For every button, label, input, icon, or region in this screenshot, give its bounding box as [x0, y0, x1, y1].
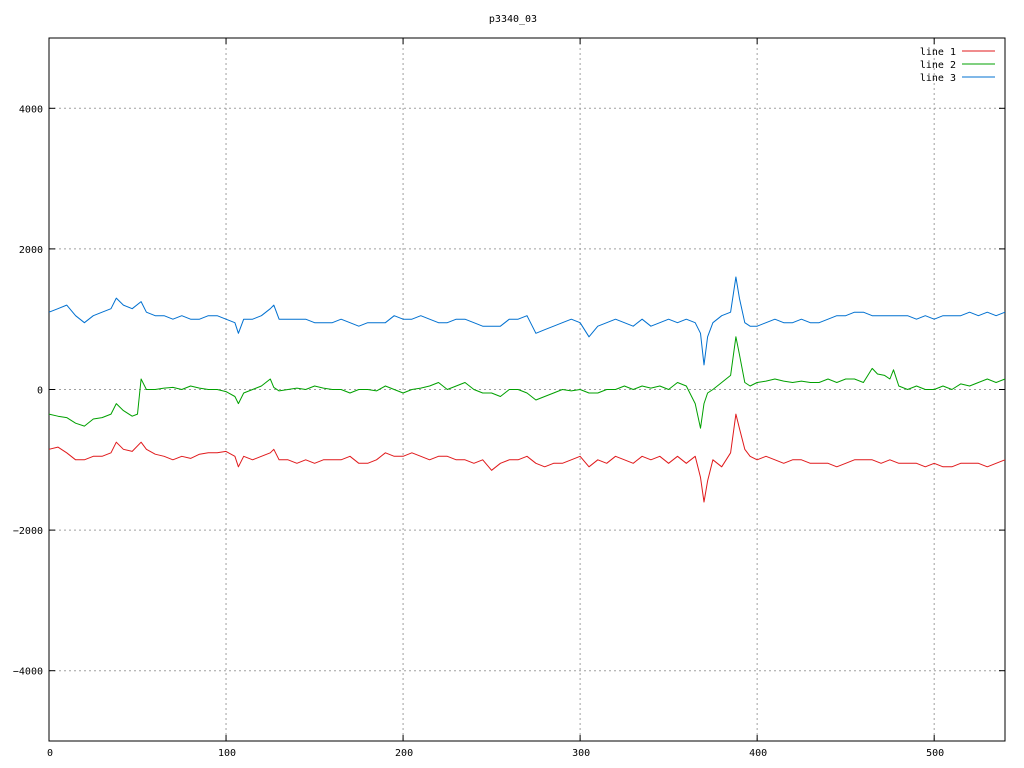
chart-title: p3340_03 [489, 14, 537, 25]
grid [49, 38, 1005, 741]
legend: line 1 line 2 line 3 [920, 47, 995, 84]
series-line-2 [48, 336, 1006, 429]
y-tick-label: −4000 [13, 667, 43, 678]
x-tick-label: 0 [47, 748, 53, 759]
x-tick-label: 400 [749, 748, 767, 759]
x-tick-label: 200 [395, 748, 413, 759]
y-tick-label: 4000 [19, 104, 43, 115]
legend-label-1: line 1 [920, 47, 956, 58]
plot-series [48, 276, 1006, 503]
legend-label-3: line 3 [920, 73, 956, 84]
y-tick-label: 0 [37, 386, 43, 397]
axes: 0 100 200 300 400 500 −4000 −2000 0 2000 4000 [13, 37, 1006, 759]
x-tick-label: 100 [218, 748, 236, 759]
legend-label-2: line 2 [920, 60, 956, 71]
x-tick-label: 500 [926, 748, 944, 759]
series-line-1 [48, 413, 1006, 503]
plot-frame [48, 37, 1006, 742]
y-tick-label: 2000 [19, 245, 43, 256]
y-tick-label: −2000 [13, 526, 43, 537]
x-tick-label: 300 [572, 748, 590, 759]
series-line-3 [48, 276, 1006, 366]
